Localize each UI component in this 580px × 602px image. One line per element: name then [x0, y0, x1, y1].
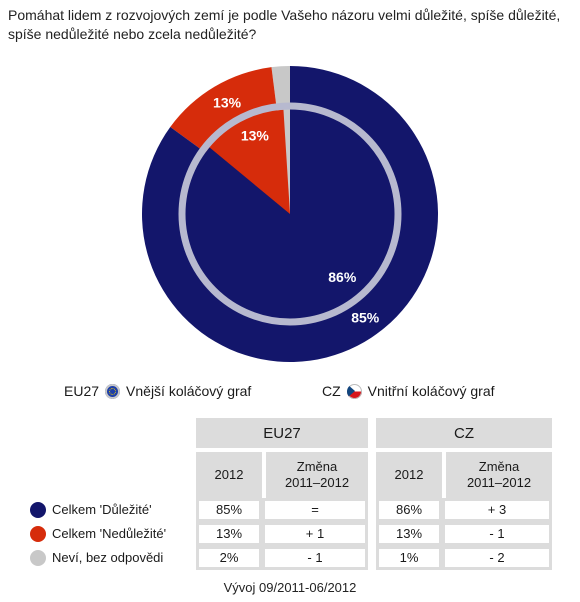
stats-table: EU27 CZ 2012 Změna 2011–2012 2012 Změna …: [22, 418, 552, 570]
table-row: Celkem 'Nedůležité' 13% + 1 13% - 1: [22, 522, 552, 546]
table-col-change-label: Změna: [296, 459, 338, 474]
eu-change-value: =: [265, 501, 365, 519]
question-text: Pomáhat lidem z rozvojových zemí je podl…: [8, 7, 561, 42]
footer-period: Vývoj 09/2011-06/2012: [223, 580, 357, 595]
table-col-year-cz: 2012: [376, 448, 442, 498]
eu-2012-value: 13%: [199, 525, 259, 543]
cz-label-important: 86%: [328, 269, 357, 285]
legend-eu: EU27 Vnější koláčový graf: [64, 383, 251, 399]
table-group-eu: EU27: [196, 418, 368, 448]
row-label: Celkem 'Nedůležité': [22, 522, 196, 546]
pie-chart: 85% 13% 86% 13%: [142, 66, 438, 362]
cz-change-value: - 2: [445, 549, 549, 567]
cz-slice-1: [209, 109, 290, 214]
table-col-change-range: 2011–2012: [466, 475, 532, 490]
row-label: Celkem 'Důležité': [22, 498, 196, 522]
table-col-year-eu: 2012: [196, 448, 262, 498]
table-col-change-label: Změna: [478, 459, 520, 474]
eu27-label-not-important: 13%: [213, 95, 242, 111]
cz-2012-value: 1%: [379, 549, 439, 567]
cz-slice-0: [185, 109, 395, 319]
dont-know-dot-icon: [30, 550, 46, 567]
legend-eu-code: EU27: [64, 383, 100, 399]
cz-slice-2: [283, 109, 290, 214]
eu-2012-value: 85%: [199, 501, 259, 519]
table-row: Neví, bez odpovědi 2% - 1 1% - 2: [22, 546, 552, 570]
eu-change-value: - 1: [265, 549, 365, 567]
table-col-change-eu: Změna 2011–2012: [262, 448, 368, 498]
legend-eu-text: Vnější koláčový graf: [126, 383, 252, 399]
legend-cz-code: CZ: [322, 383, 341, 399]
eu-2012-value: 2%: [199, 549, 259, 567]
cz-2012-value: 13%: [379, 525, 439, 543]
table-col-change-cz: Změna 2011–2012: [442, 448, 552, 498]
table-group-cz: CZ: [376, 418, 552, 448]
eu27-label-important: 85%: [351, 310, 380, 326]
eu-flag-icon: [105, 383, 121, 399]
eu-change-value: + 1: [265, 525, 365, 543]
cz-flag-icon: [346, 383, 362, 399]
not-important-dot-icon: [30, 526, 46, 543]
cz-change-value: - 1: [445, 525, 549, 543]
cz-label-not-important: 13%: [241, 128, 270, 144]
legend-cz: CZ Vnitřní koláčový graf: [322, 383, 495, 399]
important-dot-icon: [30, 502, 46, 519]
row-label: Neví, bez odpovědi: [22, 546, 196, 570]
inner-pie-ring: [178, 102, 402, 326]
table-row: Celkem 'Důležité' 85% = 86% + 3: [22, 498, 552, 522]
cz-change-value: + 3: [445, 501, 549, 519]
legend-cz-text: Vnitřní koláčový graf: [367, 383, 495, 399]
cz-2012-value: 86%: [379, 501, 439, 519]
table-col-change-range: 2011–2012: [284, 475, 350, 490]
